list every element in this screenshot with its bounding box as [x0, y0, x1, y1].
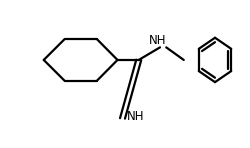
Text: NH: NH	[127, 110, 144, 123]
Text: NH: NH	[149, 34, 166, 47]
